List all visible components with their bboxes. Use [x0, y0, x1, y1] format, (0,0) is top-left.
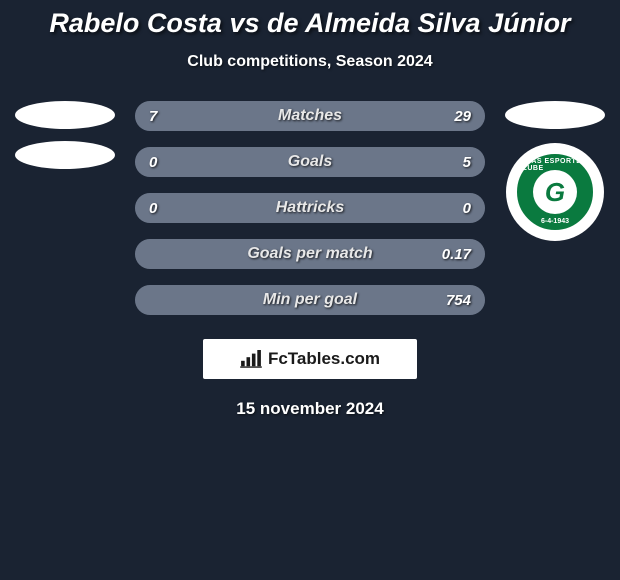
date-text: 15 november 2024	[0, 399, 620, 419]
stat-right-value: 754	[446, 292, 471, 309]
stat-label: Matches	[278, 107, 342, 125]
stat-label: Goals	[288, 153, 332, 171]
stat-right-value: 0.17	[442, 246, 471, 263]
stat-row: 7 Matches 29	[135, 101, 485, 131]
avatar-placeholder	[505, 101, 605, 129]
stat-right-value: 0	[463, 200, 471, 217]
stat-row: 0 Hattricks 0	[135, 193, 485, 223]
subtitle: Club competitions, Season 2024	[0, 53, 620, 71]
stat-label: Hattricks	[276, 199, 344, 217]
brand-text: FcTables.com	[268, 349, 380, 369]
bar-right-fill	[202, 101, 486, 131]
stat-right-value: 29	[454, 108, 471, 125]
stat-row: 0 Goals 5	[135, 147, 485, 177]
club-founded-text: 6-4-1943	[541, 218, 569, 225]
club-badge: GOIÁS ESPORTE CLUBE G 6-4-1943	[506, 143, 604, 241]
comparison-content: GOIÁS ESPORTE CLUBE G 6-4-1943 7 Matches 2…	[0, 101, 620, 315]
left-player-column	[10, 101, 120, 169]
avatar-placeholder	[15, 101, 115, 129]
club-badge-center: G	[533, 170, 577, 214]
stat-label: Goals per match	[247, 245, 372, 263]
stat-bars: 7 Matches 29 0 Goals 5 0 Hattricks 0 Goals per ma…	[135, 101, 485, 315]
bar-left-fill	[135, 101, 202, 131]
stat-left-value: 0	[149, 154, 157, 171]
brand-box: FcTables.com	[203, 339, 417, 379]
stat-row: Min per goal 754	[135, 285, 485, 315]
stat-row: Goals per match 0.17	[135, 239, 485, 269]
avatar-placeholder	[15, 141, 115, 169]
stat-left-value: 7	[149, 108, 157, 125]
right-player-column: GOIÁS ESPORTE CLUBE G 6-4-1943	[500, 101, 610, 241]
page-title: Rabelo Costa vs de Almeida Silva Júnior	[0, 0, 620, 39]
stat-right-value: 5	[463, 154, 471, 171]
stat-left-value: 0	[149, 200, 157, 217]
stat-label: Min per goal	[263, 291, 357, 309]
bar-chart-icon	[240, 350, 262, 368]
club-letter: G	[545, 177, 565, 208]
club-badge-inner: GOIÁS ESPORTE CLUBE G 6-4-1943	[514, 151, 596, 233]
